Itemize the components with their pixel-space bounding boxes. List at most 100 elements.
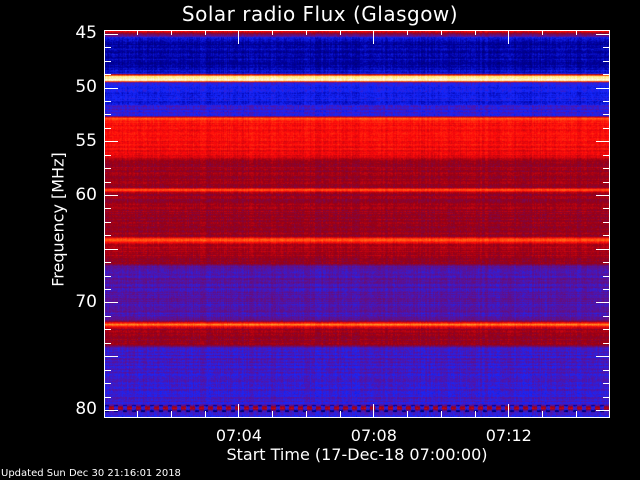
y-minor-tick xyxy=(603,329,610,331)
y-minor-tick xyxy=(603,60,610,62)
y-minor-tick xyxy=(603,168,610,170)
y-minor-tick xyxy=(104,168,111,170)
y-minor-tick xyxy=(603,383,610,385)
y-minor-tick xyxy=(104,47,111,49)
x-minor-tick xyxy=(407,30,409,35)
y-major-tick xyxy=(596,195,610,197)
x-minor-tick xyxy=(542,411,544,418)
y-minor-tick xyxy=(104,127,111,129)
y-tick-label: 50 xyxy=(75,77,97,98)
x-major-tick xyxy=(373,30,375,44)
y-minor-tick xyxy=(603,100,610,102)
x-minor-tick xyxy=(339,411,341,418)
x-minor-tick xyxy=(474,30,476,35)
y-major-tick xyxy=(596,87,610,89)
y-major-tick xyxy=(596,248,610,250)
y-major-tick xyxy=(104,356,118,358)
x-minor-tick xyxy=(542,30,544,35)
y-minor-tick xyxy=(603,262,610,264)
y-minor-tick xyxy=(104,262,111,264)
x-major-tick xyxy=(508,30,510,44)
x-major-tick xyxy=(238,404,240,418)
y-minor-tick xyxy=(603,208,610,210)
y-minor-tick xyxy=(104,60,111,62)
y-minor-tick xyxy=(603,342,610,344)
x-minor-tick xyxy=(305,30,307,35)
x-minor-tick xyxy=(170,30,172,35)
y-minor-tick xyxy=(104,100,111,102)
x-minor-tick xyxy=(575,411,577,418)
y-minor-tick xyxy=(603,369,610,371)
spectrogram-image xyxy=(105,31,609,417)
y-minor-tick xyxy=(104,289,111,291)
y-major-tick xyxy=(104,302,118,304)
y-minor-tick xyxy=(603,315,610,317)
updated-timestamp: Updated Sun Dec 30 21:16:01 2018 xyxy=(1,468,181,479)
y-major-tick xyxy=(596,409,610,411)
x-minor-tick xyxy=(474,411,476,418)
y-minor-tick xyxy=(104,74,111,76)
spectrogram-plot xyxy=(104,30,610,418)
x-minor-tick xyxy=(407,411,409,418)
y-minor-tick xyxy=(104,208,111,210)
x-minor-tick xyxy=(440,411,442,418)
y-minor-tick xyxy=(104,275,111,277)
x-tick-label: 07:08 xyxy=(350,426,397,445)
y-tick-label: 55 xyxy=(75,130,97,151)
y-minor-tick xyxy=(104,114,111,116)
y-minor-tick xyxy=(603,235,610,237)
y-major-tick xyxy=(596,33,610,35)
x-minor-tick xyxy=(204,30,206,35)
chart-title: Solar radio Flux (Glasgow) xyxy=(181,2,459,26)
y-major-tick xyxy=(104,87,118,89)
y-minor-tick xyxy=(104,342,111,344)
x-minor-tick xyxy=(204,411,206,418)
y-minor-tick xyxy=(603,47,610,49)
y-major-tick xyxy=(104,248,118,250)
x-major-tick xyxy=(508,404,510,418)
y-minor-tick xyxy=(603,181,610,183)
x-minor-tick xyxy=(339,30,341,35)
y-minor-tick xyxy=(104,235,111,237)
y-minor-tick xyxy=(104,154,111,156)
x-minor-tick xyxy=(575,30,577,35)
y-minor-tick xyxy=(104,369,111,371)
x-tick-label: 07:12 xyxy=(485,426,532,445)
y-minor-tick xyxy=(603,396,610,398)
y-minor-tick xyxy=(603,275,610,277)
y-major-tick xyxy=(596,302,610,304)
y-tick-label: 70 xyxy=(75,291,97,312)
y-minor-tick xyxy=(603,154,610,156)
x-minor-tick xyxy=(305,411,307,418)
y-minor-tick xyxy=(603,221,610,223)
y-minor-tick xyxy=(104,181,111,183)
y-major-tick xyxy=(104,409,118,411)
y-minor-tick xyxy=(104,315,111,317)
y-tick-label: 60 xyxy=(75,184,97,205)
x-minor-tick xyxy=(170,411,172,418)
y-major-tick xyxy=(596,141,610,143)
x-minor-tick xyxy=(272,30,274,35)
y-tick-label: 80 xyxy=(75,399,97,420)
y-minor-tick xyxy=(104,221,111,223)
x-major-tick xyxy=(238,30,240,44)
y-major-tick xyxy=(596,356,610,358)
y-minor-tick xyxy=(603,74,610,76)
y-minor-tick xyxy=(104,329,111,331)
y-major-tick xyxy=(104,33,118,35)
x-axis-title: Start Time (17-Dec-18 07:00:00) xyxy=(226,445,488,464)
y-minor-tick xyxy=(603,127,610,129)
y-minor-tick xyxy=(603,114,610,116)
y-minor-tick xyxy=(104,396,111,398)
y-major-tick xyxy=(104,141,118,143)
y-tick-label: 45 xyxy=(75,23,97,44)
x-minor-tick xyxy=(440,30,442,35)
x-minor-tick xyxy=(137,30,139,35)
x-minor-tick xyxy=(137,411,139,418)
y-major-tick xyxy=(104,195,118,197)
y-minor-tick xyxy=(603,289,610,291)
y-minor-tick xyxy=(104,383,111,385)
x-tick-label: 07:04 xyxy=(215,426,262,445)
x-major-tick xyxy=(373,404,375,418)
x-minor-tick xyxy=(272,411,274,418)
